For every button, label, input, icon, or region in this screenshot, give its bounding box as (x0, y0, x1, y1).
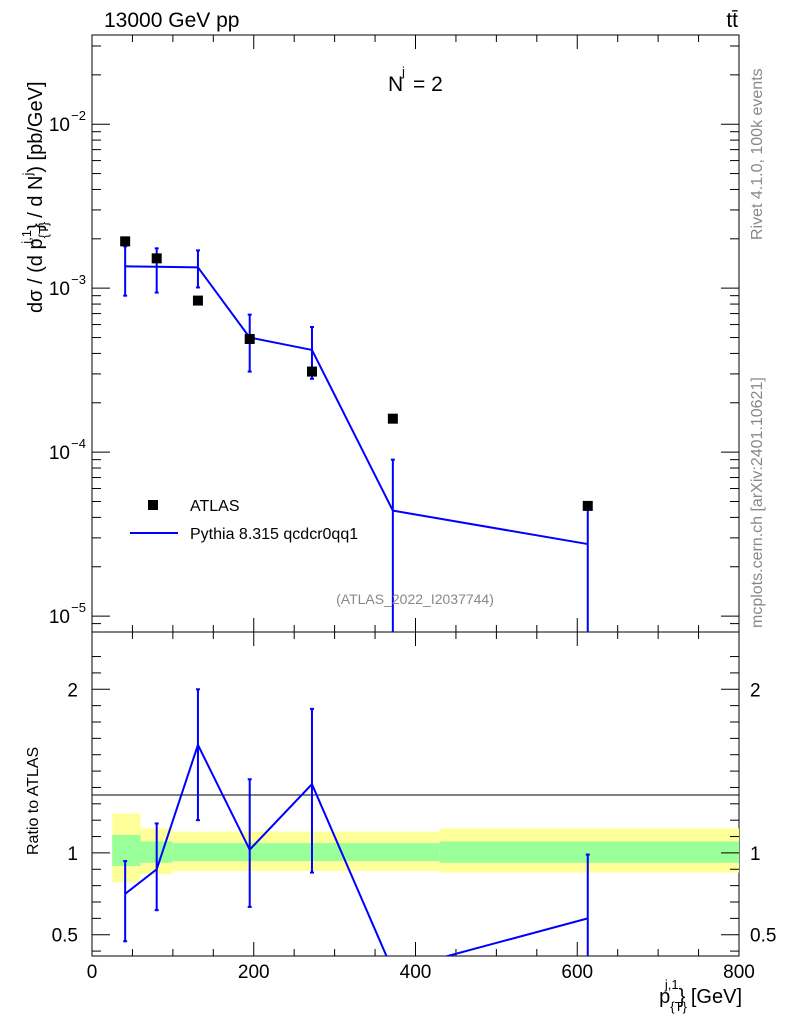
panel-label-value: = 2 (413, 73, 443, 96)
x-label-sub: {T} (670, 999, 687, 1014)
main-y-tick-label: 10 (49, 443, 70, 464)
legend-mc-label: Pythia 8.315 qcdcr0qq1 (190, 526, 358, 543)
main-y-tick-exponent: −3 (71, 272, 86, 287)
main-data-series (120, 236, 593, 511)
x-axis-label: p{T} j,1} [GeV] (659, 977, 742, 1014)
main-data-point (387, 413, 398, 424)
ratio-y-tick-label-left: 2 (67, 680, 78, 701)
main-y-tick-label: 10 (49, 115, 70, 136)
energy-label: 13000 GeV pp (104, 9, 239, 32)
panel-label: N (388, 73, 403, 96)
x-tick-label: 400 (400, 962, 432, 983)
main-data-point (582, 500, 593, 511)
main-y-label-end: ) [pb/GeV] (25, 82, 47, 173)
ratio-y-axis-label: Ratio to ATLAS (25, 747, 42, 855)
x-tick-label: 800 (723, 962, 755, 983)
main-data-point (120, 236, 131, 247)
ratio-axis-ticks: 0 200 400 600 800 0.5 0.5 1 1 2 2 (52, 632, 776, 983)
x-label-sup: j,1 (664, 977, 679, 992)
source-label: mcplots.cern.ch [arXiv:2401.10621] (749, 377, 766, 628)
main-y-tick-label: 10 (49, 279, 70, 300)
main-y-label-pre: dσ / (d p (25, 238, 47, 313)
main-y-label-sup: j,1 (19, 230, 34, 245)
x-tick-label: 200 (238, 962, 270, 983)
ratio-y-tick-label-right: 2 (750, 680, 761, 701)
main-y-label-post: } / d N (25, 176, 47, 230)
ratio-y-tick-label-right: 1 (750, 844, 761, 865)
ratio-inner-band (278, 843, 343, 862)
x-label-post: } [GeV] (679, 986, 742, 1008)
process-label: tt̄ (726, 9, 738, 32)
jet-multiplicity-label: N j = 2 (388, 64, 443, 96)
ratio-y-tick-label-left: 0.5 (52, 926, 78, 947)
main-data-point (192, 295, 203, 306)
main-axis-ticks: 10−510−410−310−2 (49, 35, 740, 633)
ratio-inner-band (342, 843, 440, 862)
analysis-label: (ATLAS_2022_I2037744) (336, 591, 494, 607)
legend-data-label: ATLAS (190, 498, 240, 515)
main-data-point (306, 366, 317, 377)
main-y-tick-exponent: −2 (71, 108, 86, 123)
panel-label-sup: j (401, 64, 405, 79)
x-label-pre: p (659, 986, 670, 1008)
ratio-inner-band (172, 843, 226, 862)
ratio-inner-band (439, 841, 739, 863)
ratio-uncertainty-bands (112, 813, 739, 883)
legend: ATLAS Pythia 8.315 qcdcr0qq1 (130, 498, 358, 543)
x-tick-label: 0 (87, 962, 98, 983)
ratio-y-tick-label-left: 1 (67, 844, 78, 865)
main-data-point (244, 333, 255, 344)
ratio-mc-series (123, 688, 590, 956)
main-y-axis-label: dσ / (d p{T}j,1} / d Nj) [pb/GeV] (19, 82, 51, 314)
main-y-tick-exponent: −5 (71, 600, 86, 615)
main-y-label-sub: {T} (36, 221, 51, 238)
x-tick-label: 600 (561, 962, 593, 983)
legend-data-marker (148, 500, 158, 510)
ratio-y-tick-label-right: 0.5 (750, 926, 776, 947)
main-y-tick-exponent: −4 (71, 436, 86, 451)
rivet-version-label: Rivet 4.1.0, 100k events (749, 68, 766, 240)
main-data-point (151, 253, 162, 264)
ratio-inner-band (225, 843, 279, 862)
main-y-label-sup2: j (20, 173, 35, 177)
main-y-tick-label: 10 (49, 607, 70, 628)
ratio-plot-frame (91, 631, 740, 957)
